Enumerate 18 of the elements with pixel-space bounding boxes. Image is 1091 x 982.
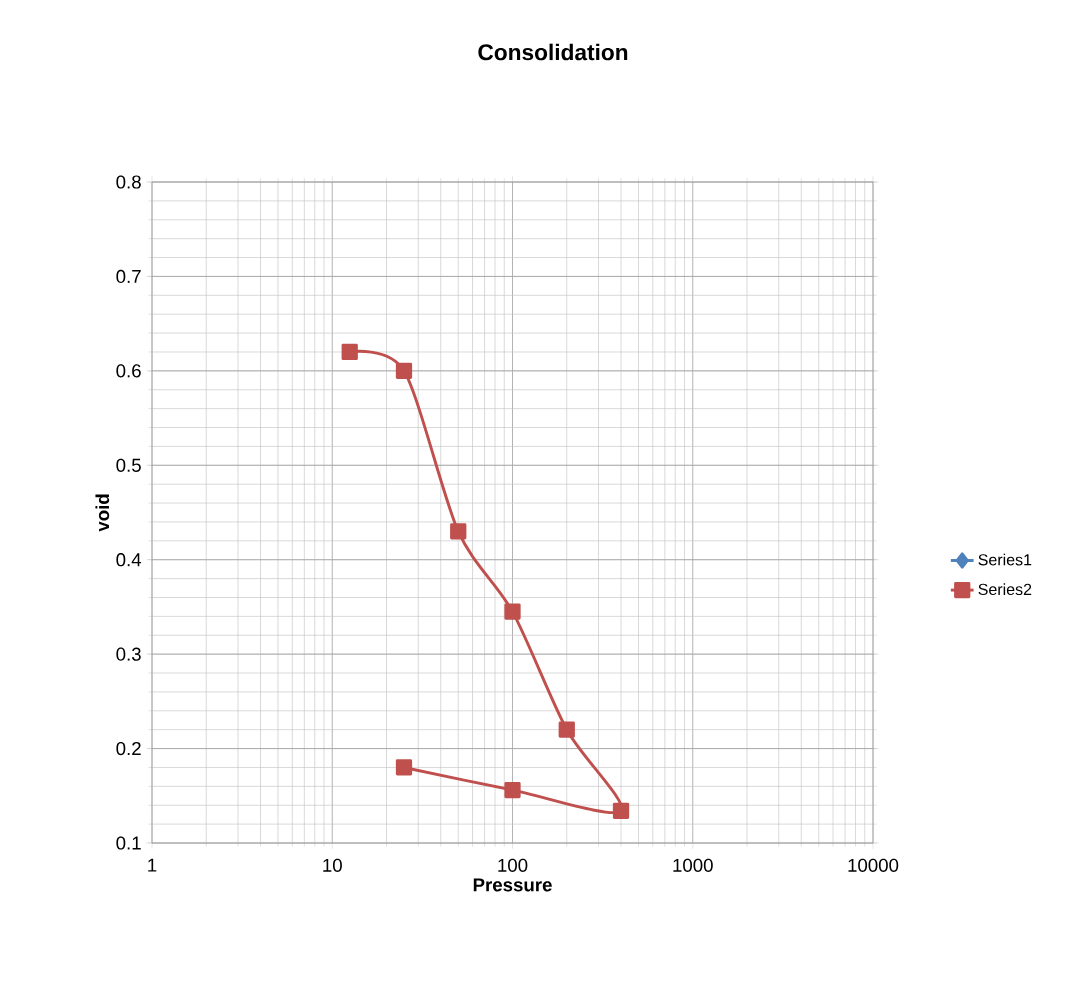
y-tick-label: 0.7 <box>116 269 141 284</box>
x-tick-label: 100 <box>498 858 528 872</box>
legend-label: Series1 <box>978 553 1032 566</box>
y-tick-label: 0.3 <box>116 647 141 661</box>
chart-title: Consolidation <box>478 43 628 61</box>
y-tick-label: 0.2 <box>116 741 141 756</box>
y-tick-label: 0.6 <box>116 364 141 378</box>
y-tick-label: 0.8 <box>116 175 141 189</box>
legend-label: Series2 <box>978 583 1032 596</box>
y-tick-label: 0.1 <box>116 836 141 850</box>
y-axis-title: void <box>95 494 110 532</box>
y-tick-label: 0.4 <box>116 553 142 567</box>
x-tick-label: 10 <box>323 858 342 872</box>
y-tick-label: 0.5 <box>116 458 141 472</box>
x-axis-title: Pressure <box>473 878 552 892</box>
x-tick-label: 1 <box>148 858 157 872</box>
x-tick-label: 10000 <box>848 858 899 872</box>
x-tick-label: 1000 <box>673 858 713 872</box>
